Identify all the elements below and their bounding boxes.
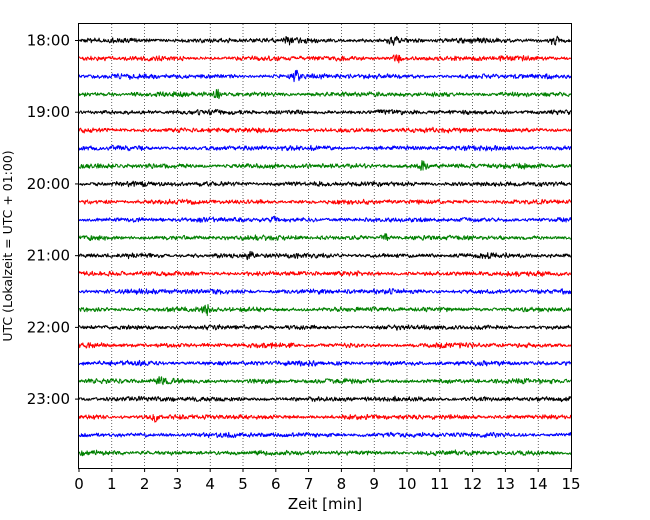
y-tick-label: 19:00 (27, 103, 70, 121)
x-tick-label: 15 (561, 475, 580, 493)
trace-2300 (78, 395, 572, 403)
x-tick-label: 7 (304, 475, 314, 493)
x-tick-label: 10 (397, 475, 416, 493)
x-axis: 0 1 2 3 4 5 6 7 8 9 10 11 12 13 14 15 (74, 468, 581, 493)
x-axis-label: Zeit [min] (288, 495, 362, 513)
trace-1900 (78, 108, 572, 116)
y-axis: 18:00 19:00 20:00 21:00 22:00 23:00 (27, 32, 79, 408)
trace-2000 (78, 180, 572, 188)
trace-2130 (78, 288, 572, 295)
trace-1830 (78, 69, 572, 83)
trace-2200 (78, 324, 572, 331)
trace-1845 (78, 88, 572, 100)
plot-frame (78, 23, 572, 469)
trace-1945 (78, 160, 572, 171)
trace-1915 (78, 126, 572, 134)
x-tick-label: 4 (205, 475, 215, 493)
y-tick-label: 18:00 (27, 32, 70, 50)
trace-2015 (78, 198, 572, 206)
trace-2215 (78, 342, 572, 349)
x-tick-label: 9 (369, 475, 379, 493)
x-tick-label: 14 (529, 475, 548, 493)
x-tick-label: 6 (271, 475, 281, 493)
x-tick-label: 1 (107, 475, 117, 493)
trace-2345 (78, 449, 572, 457)
trace-2045 (78, 233, 572, 242)
x-grid-lines (111, 24, 539, 468)
y-tick-label: 20:00 (27, 175, 70, 193)
x-tick-label: 2 (140, 475, 150, 493)
x-tick-label: 13 (496, 475, 515, 493)
x-tick-label: 3 (173, 475, 183, 493)
trace-2100 (78, 250, 572, 261)
x-tick-label: 11 (430, 475, 449, 493)
y-tick-label: 22:00 (27, 318, 70, 336)
trace-2030 (78, 215, 572, 223)
trace-2315 (78, 413, 572, 423)
trace-2230 (78, 359, 572, 367)
trace-1930 (78, 144, 572, 152)
trace-2330 (78, 431, 572, 439)
trace-2245 (78, 376, 572, 386)
trace-2145 (78, 303, 572, 317)
x-tick-label: 8 (337, 475, 347, 493)
y-axis-label: UTC (Lokalzeit = UTC + 01:00) (0, 150, 15, 341)
trace-1815 (78, 54, 572, 64)
y-tick-label: 21:00 (27, 247, 70, 265)
trace-2115 (78, 270, 572, 277)
trace-1800 (78, 35, 572, 46)
y-tick-label: 23:00 (27, 390, 70, 408)
seismic-traces (78, 35, 572, 457)
x-tick-label: 5 (238, 475, 248, 493)
x-tick-label: 0 (74, 475, 84, 493)
x-tick-label: 12 (463, 475, 482, 493)
